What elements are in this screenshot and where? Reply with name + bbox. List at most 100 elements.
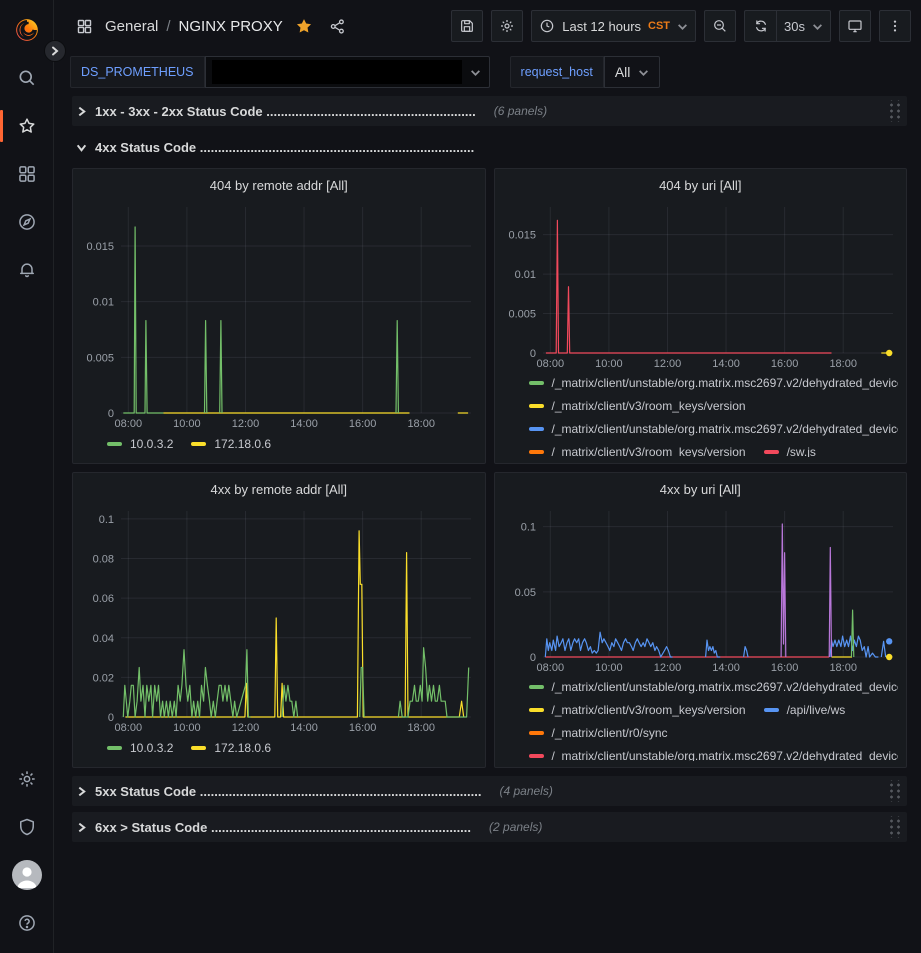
- dashboard-grid-icon[interactable]: [72, 18, 97, 35]
- legend-item[interactable]: 172.18.0.6: [191, 433, 271, 456]
- panel-title[interactable]: 4xx by uri [All]: [659, 482, 741, 497]
- x-axis-tick-label: 14:00: [290, 418, 318, 430]
- panel-title[interactable]: 404 by uri [All]: [659, 178, 742, 193]
- breadcrumb-folder[interactable]: General: [105, 17, 159, 35]
- y-axis-tick-label: 0: [529, 348, 535, 360]
- sidebar-item-starred[interactable]: [0, 102, 54, 150]
- y-axis-tick-label: 0.05: [514, 587, 535, 599]
- sidebar-item-dashboards[interactable]: [0, 150, 54, 198]
- dashboard-settings-button[interactable]: [491, 10, 524, 42]
- chart-svg: 0 0.05 0.1 08:00 10:00 12:00 14:00 16:00 18:00: [514, 511, 893, 674]
- panel-4xx-by-uri: 4xx by uri [All] 0 0.05 0.1 08:00 10:00 12:00…: [493, 472, 907, 768]
- series-line: [125, 530, 465, 718]
- chart-4xx-by-uri[interactable]: 0 0.05 0.1 08:00 10:00 12:00 14:00 16:00 18:00: [503, 503, 899, 675]
- sidebar-item-help[interactable]: [0, 899, 54, 947]
- legend-label: /_matrix/client/unstable/org.matrix.msc2…: [551, 748, 899, 762]
- variable-label-ds-prometheus[interactable]: DS_PROMETHEUS: [70, 56, 205, 88]
- compass-icon: [18, 214, 35, 230]
- refresh-interval-select[interactable]: 30s: [776, 10, 831, 42]
- sidebar-expand-button[interactable]: [44, 40, 66, 62]
- row-1xx-3xx-2xx[interactable]: 1xx - 3xx - 2xx Status Code ............…: [72, 96, 907, 126]
- y-axis-tick-label: 0.04: [93, 633, 114, 645]
- row-drag-handle[interactable]: [887, 816, 901, 838]
- chevron-down-icon: [639, 69, 649, 76]
- time-range-picker[interactable]: Last 12 hours CST: [531, 10, 697, 42]
- panel-grid-row-1: 404 by remote addr [All] 0 0.005 0.01 0.015…: [72, 168, 907, 464]
- chevron-right-icon: [76, 822, 87, 833]
- legend-item[interactable]: /_matrix/client/unstable/org.matrix.msc2…: [528, 371, 898, 394]
- kebab-menu-button[interactable]: [879, 10, 911, 42]
- refresh-button[interactable]: [744, 10, 777, 42]
- series-point: [885, 638, 892, 645]
- dashboard-content: 1xx - 3xx - 2xx Status Code ............…: [54, 92, 921, 953]
- legend-swatch: [763, 707, 779, 712]
- panel-title[interactable]: 4xx by remote addr [All]: [210, 482, 348, 497]
- panel-title[interactable]: 404 by remote addr [All]: [209, 178, 348, 193]
- legend-item[interactable]: /_matrix/client/unstable/org.matrix.msc2…: [528, 675, 898, 698]
- legend-swatch: [107, 746, 122, 750]
- monitor-icon: [848, 20, 862, 33]
- chart-404-by-remote-addr[interactable]: 0 0.005 0.01 0.015 08:00 10:00 12:00 14:00 16:00…: [81, 199, 477, 431]
- chart-404-by-uri[interactable]: 0 0.005 0.01 0.015 08:00 10:00 12:00 14:00 16:00…: [503, 199, 899, 371]
- x-axis-tick-label: 16:00: [349, 722, 377, 734]
- legend-item[interactable]: 172.18.0.6: [191, 737, 271, 760]
- grafana-logo[interactable]: [0, 6, 54, 54]
- sidebar-item-alerting[interactable]: [0, 246, 54, 294]
- legend-item[interactable]: /api/live/ws: [763, 698, 845, 721]
- legend-item[interactable]: /sw.js: [763, 440, 816, 457]
- y-axis-tick-label: 0: [108, 408, 114, 420]
- series-line: [828, 635, 878, 658]
- legend-item[interactable]: /_matrix/client/v3/room_keys/version: [528, 394, 746, 417]
- cycle-view-mode-button[interactable]: [839, 10, 871, 42]
- chart-4xx-by-remote-addr[interactable]: 0 0.02 0.04 0.06 0.08 0.1 08:00 10:00 12:00 14:00…: [81, 503, 477, 735]
- x-axis-tick-label: 18:00: [407, 418, 435, 430]
- clock-icon: [540, 19, 554, 33]
- share-icon[interactable]: [325, 18, 350, 35]
- legend-item[interactable]: /_matrix/client/r0/sync: [528, 721, 668, 744]
- row-drag-handle[interactable]: [887, 780, 901, 802]
- legend-swatch: [528, 730, 544, 735]
- x-axis-tick-label: 18:00: [829, 358, 857, 370]
- y-axis-tick-label: 0.015: [86, 241, 114, 253]
- chevron-down-icon: [470, 69, 480, 76]
- sidebar-item-explore[interactable]: [0, 198, 54, 246]
- legend-item[interactable]: /_matrix/client/v3/room_keys/version: [528, 698, 746, 721]
- series-line: [850, 609, 854, 658]
- row-6xx[interactable]: 6xx > Status Code ......................…: [72, 812, 907, 842]
- legend-item[interactable]: /_matrix/client/v3/room_keys/version: [528, 440, 746, 458]
- y-axis-tick-label: 0.005: [86, 352, 114, 364]
- legend-item[interactable]: /_matrix/client/unstable/org.matrix.msc2…: [528, 417, 898, 440]
- variable-value-datasource[interactable]: [204, 56, 490, 88]
- legend-label: /_matrix/client/v3/room_keys/version: [551, 444, 746, 458]
- variable-label-request-host[interactable]: request_host: [509, 56, 604, 88]
- variable-value-request-host[interactable]: All: [603, 56, 661, 88]
- legend-item[interactable]: 10.0.3.2: [107, 433, 173, 456]
- sidebar-item-server-admin[interactable]: [0, 803, 54, 851]
- redacted-datasource-value: [211, 60, 462, 84]
- sidebar-item-search[interactable]: [0, 54, 54, 102]
- save-dashboard-button[interactable]: [451, 10, 484, 42]
- row-title: 4xx Status Code ........................…: [95, 139, 475, 155]
- row-drag-handle[interactable]: [887, 100, 901, 122]
- chevron-right-icon: [76, 786, 87, 797]
- timezone-label: CST: [648, 20, 671, 32]
- dashboards-grid-icon: [18, 166, 35, 182]
- row-4xx[interactable]: 4xx Status Code ........................…: [72, 132, 907, 162]
- dashboard-title[interactable]: NGINX PROXY: [178, 17, 283, 35]
- legend-item[interactable]: 10.0.3.2: [107, 737, 173, 760]
- x-axis-tick-label: 12:00: [653, 358, 681, 370]
- panel-404-by-uri: 404 by uri [All] 0 0.005 0.01 0.015 08:00 10:…: [493, 168, 907, 464]
- sidebar-item-profile[interactable]: [0, 851, 54, 899]
- y-axis-tick-label: 0.005: [508, 309, 536, 321]
- sidebar-item-configuration[interactable]: [0, 755, 54, 803]
- y-axis-tick-label: 0.015: [508, 230, 536, 242]
- y-axis-tick-label: 0.02: [93, 672, 114, 684]
- x-axis-tick-label: 10:00: [173, 722, 201, 734]
- zoom-out-button[interactable]: [704, 10, 737, 42]
- legend-item[interactable]: /_matrix/client/unstable/org.matrix.msc2…: [528, 744, 899, 762]
- favorite-star-icon[interactable]: [291, 17, 317, 35]
- x-axis-tick-label: 18:00: [829, 662, 857, 674]
- row-5xx[interactable]: 5xx Status Code ........................…: [72, 776, 907, 806]
- page-header: General / NGINX PROXY L: [54, 0, 921, 52]
